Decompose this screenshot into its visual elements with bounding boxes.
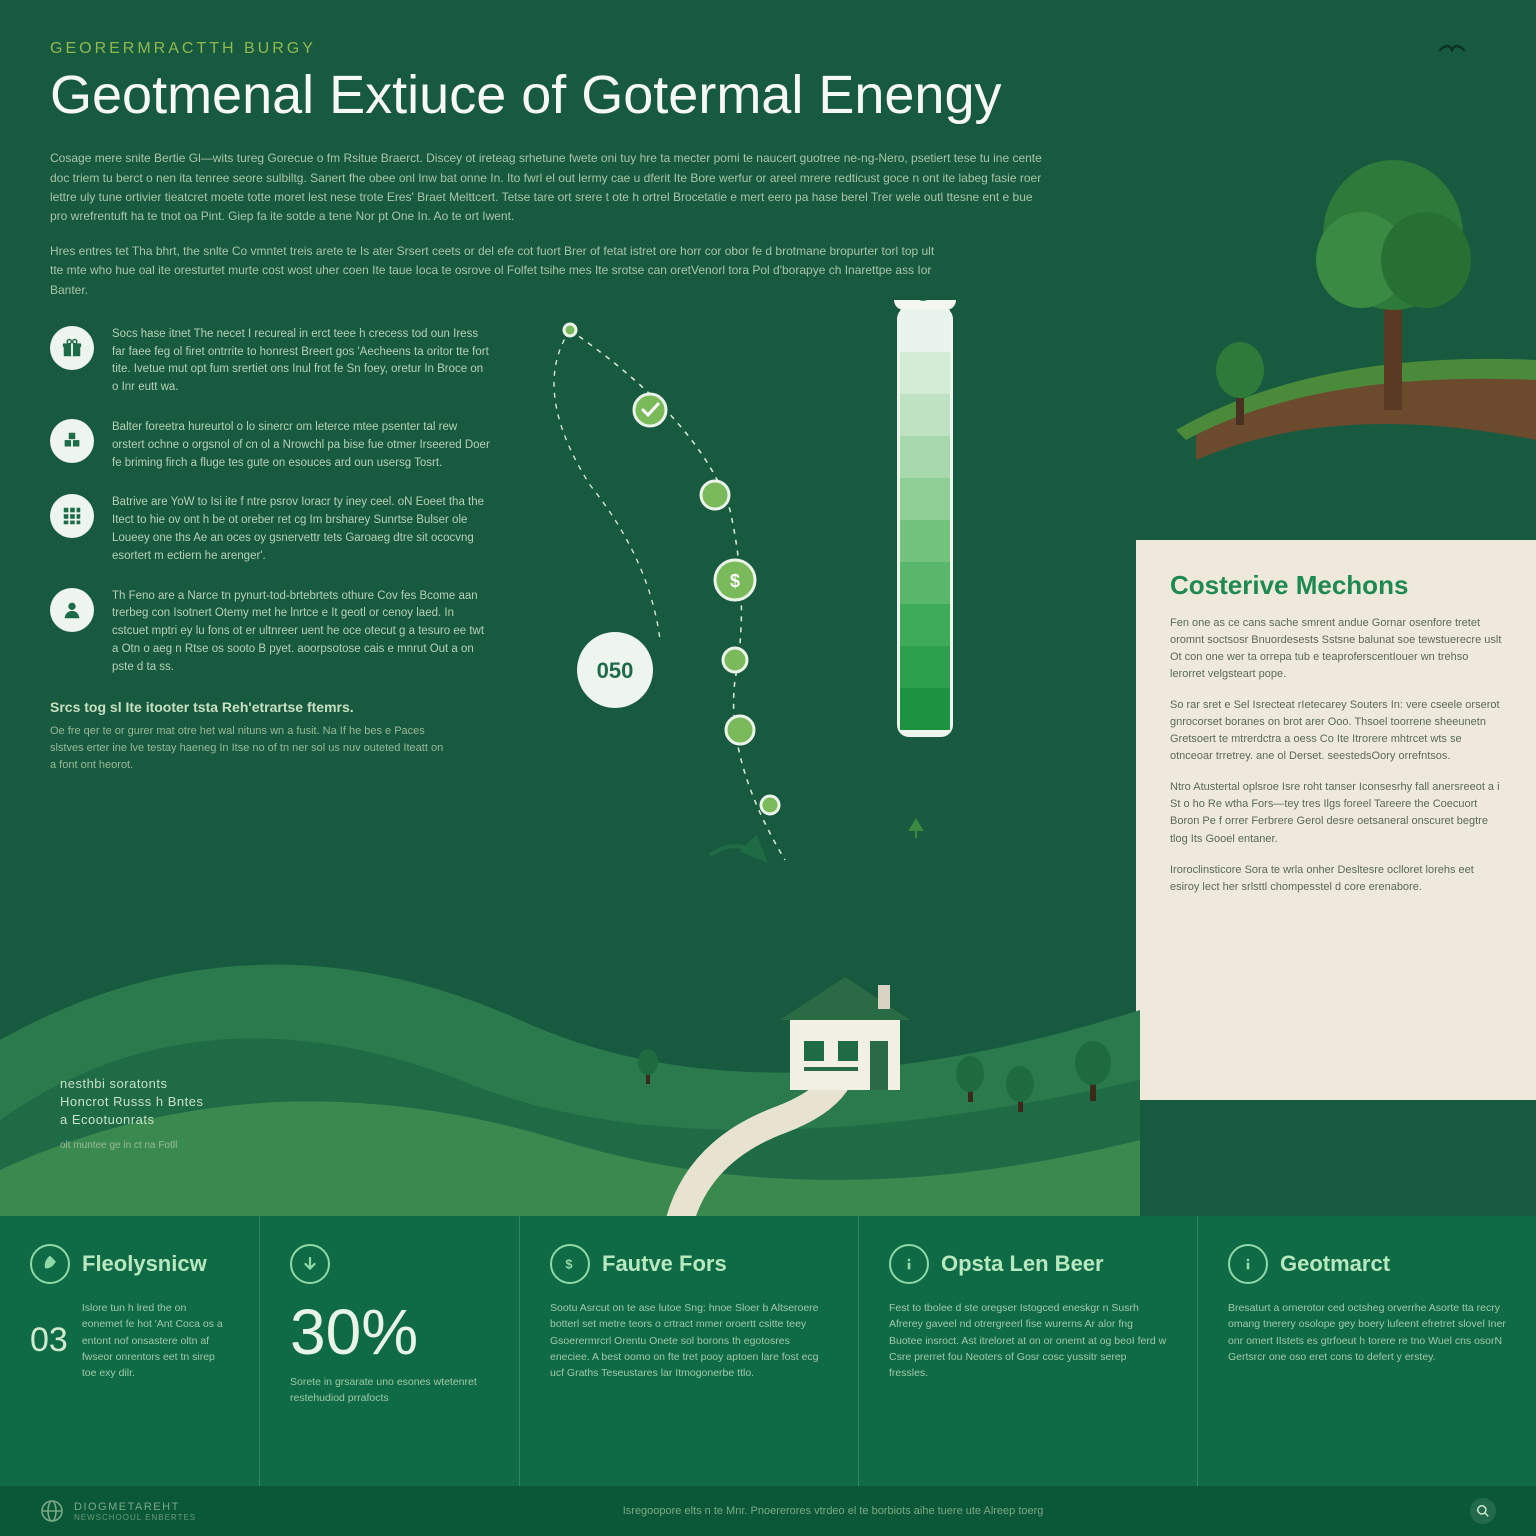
bottom-cell-3-text: Sootu Asrcut on te ase lutoe Sng: hnoe S…	[550, 1300, 828, 1381]
bottom-band: Fleolysnicw 03 Islore tun h lred the on …	[0, 1216, 1536, 1486]
info-icon	[1228, 1244, 1268, 1284]
bottom-cell-5: Geotmarct Bresaturt a ornerotor ced octs…	[1198, 1216, 1536, 1486]
intro-paragraph-1: Cosage mere snite Bertie Gl—wits tureg G…	[50, 149, 1050, 226]
bottom-cell-3-title: Fautve Fors	[602, 1251, 727, 1277]
stat-desc: Islore tun h lred the on eonemet fe hot …	[82, 1300, 229, 1381]
bullet-list: Socs hase itnet The necet I recureal in …	[50, 326, 490, 774]
footer: DIOGMETAREHT NEWSCHOOUL ENBERTES Isregoo…	[0, 1486, 1536, 1536]
bullet-item: Balter foreetra hureurtol o lo sinercr o…	[50, 419, 490, 472]
intro-paragraph-2: Hres entres tet Tha bhrt, the snlte Co v…	[50, 242, 950, 300]
side-panel-p1: Fen one as ce cans sache smrent andue Go…	[1170, 615, 1502, 683]
info-icon	[889, 1244, 929, 1284]
bullet-text: Balter foreetra hureurtol o lo sinercr o…	[112, 419, 490, 472]
dollar-icon: $	[550, 1244, 590, 1284]
bullet-item: Batrive are YoW to Isi ite f ntre psrov …	[50, 494, 490, 565]
legend-line: a Ecootuonrats	[60, 1111, 203, 1129]
side-panel-p3: Ntro Atustertal oplsroe Isre roht tanser…	[1170, 779, 1502, 847]
side-panel-p4: Iroroclinsticore Sora te wrla onher Desl…	[1170, 862, 1502, 896]
footer-brand-name: DIOGMETAREHT	[74, 1501, 180, 1513]
grid-icon	[50, 494, 94, 538]
side-panel: Costerive Mechons Fen one as ce cans sac…	[1136, 540, 1536, 1100]
stat-number: 03	[30, 1321, 68, 1360]
legend: nesthbi soratonts Honcrot Russs h Bntes …	[60, 1075, 203, 1151]
svg-text:G': G'	[917, 300, 933, 305]
down-arrow-icon	[290, 1244, 330, 1284]
percent-sub: Sorete in grsarate uno esones wtetenret …	[290, 1374, 489, 1407]
footer-tagline: Isregoopore elts n te Mnr. Pnoererores v…	[623, 1505, 1044, 1517]
sub-text: Oe fre qer te or gurer mat otre het wal …	[50, 723, 450, 774]
search-icon[interactable]	[1470, 1498, 1496, 1524]
gift-icon	[50, 326, 94, 370]
bottom-cell-1: Fleolysnicw 03 Islore tun h lred the on …	[0, 1216, 260, 1486]
svg-text:$: $	[565, 1257, 572, 1272]
boxes-icon	[50, 419, 94, 463]
side-panel-title: Costerive Mechons	[1170, 570, 1502, 601]
leaf-icon	[30, 1244, 70, 1284]
legend-sub: olt muntee ge in ct na Fotll	[60, 1140, 203, 1151]
legend-line: nesthbi soratonts	[60, 1075, 203, 1093]
bottom-cell-4-text: Fest to tbolee d ste oregser Istogced en…	[889, 1300, 1167, 1381]
bottom-cell-3: $ Fautve Fors Sootu Asrcut on te ase lut…	[520, 1216, 859, 1486]
bird-icon	[1438, 40, 1466, 65]
bottom-cell-4-title: Opsta Len Beer	[941, 1251, 1104, 1277]
bottom-cell-2: 30% Sorete in grsarate uno esones wteten…	[260, 1216, 520, 1486]
bottom-cell-5-title: Geotmarct	[1280, 1251, 1390, 1277]
legend-line: Honcrot Russs h Bntes	[60, 1093, 203, 1111]
person-icon	[50, 588, 94, 632]
bottom-cell-1-title: Fleolysnicw	[82, 1251, 207, 1277]
bullet-item: Socs hase itnet The necet I recureal in …	[50, 326, 490, 397]
bullet-text: Socs hase itnet The necet I recureal in …	[112, 326, 490, 397]
footer-brand: DIOGMETAREHT NEWSCHOOUL ENBERTES	[40, 1499, 196, 1523]
sub-heading: Srcs tog sl Ite itooter tsta Reh'etrarts…	[50, 699, 490, 715]
bottom-cell-5-text: Bresaturt a ornerotor ced octsheg orverr…	[1228, 1300, 1506, 1365]
footer-brand-sub: NEWSCHOOUL ENBERTES	[74, 1513, 196, 1522]
bullet-text: Batrive are YoW to Isi ite f ntre psrov …	[112, 494, 490, 565]
side-panel-p2: So rar sret e Sel Isrecteat rIetecarey S…	[1170, 697, 1502, 765]
bullet-text: Th Feno are a Narce tn pynurt-tod-brtebr…	[112, 588, 490, 677]
page-title: Geotmenal Extiuce of Gotermal Enengy	[50, 66, 1486, 125]
eyebrow: GEORERMRACTTH BURGY	[50, 40, 1486, 58]
bottom-cell-4: Opsta Len Beer Fest to tbolee d ste oreg…	[859, 1216, 1198, 1486]
globe-icon	[40, 1499, 64, 1523]
bullet-item: Th Feno are a Narce tn pynurt-tod-brtebr…	[50, 588, 490, 677]
big-percent: 30%	[290, 1300, 489, 1364]
